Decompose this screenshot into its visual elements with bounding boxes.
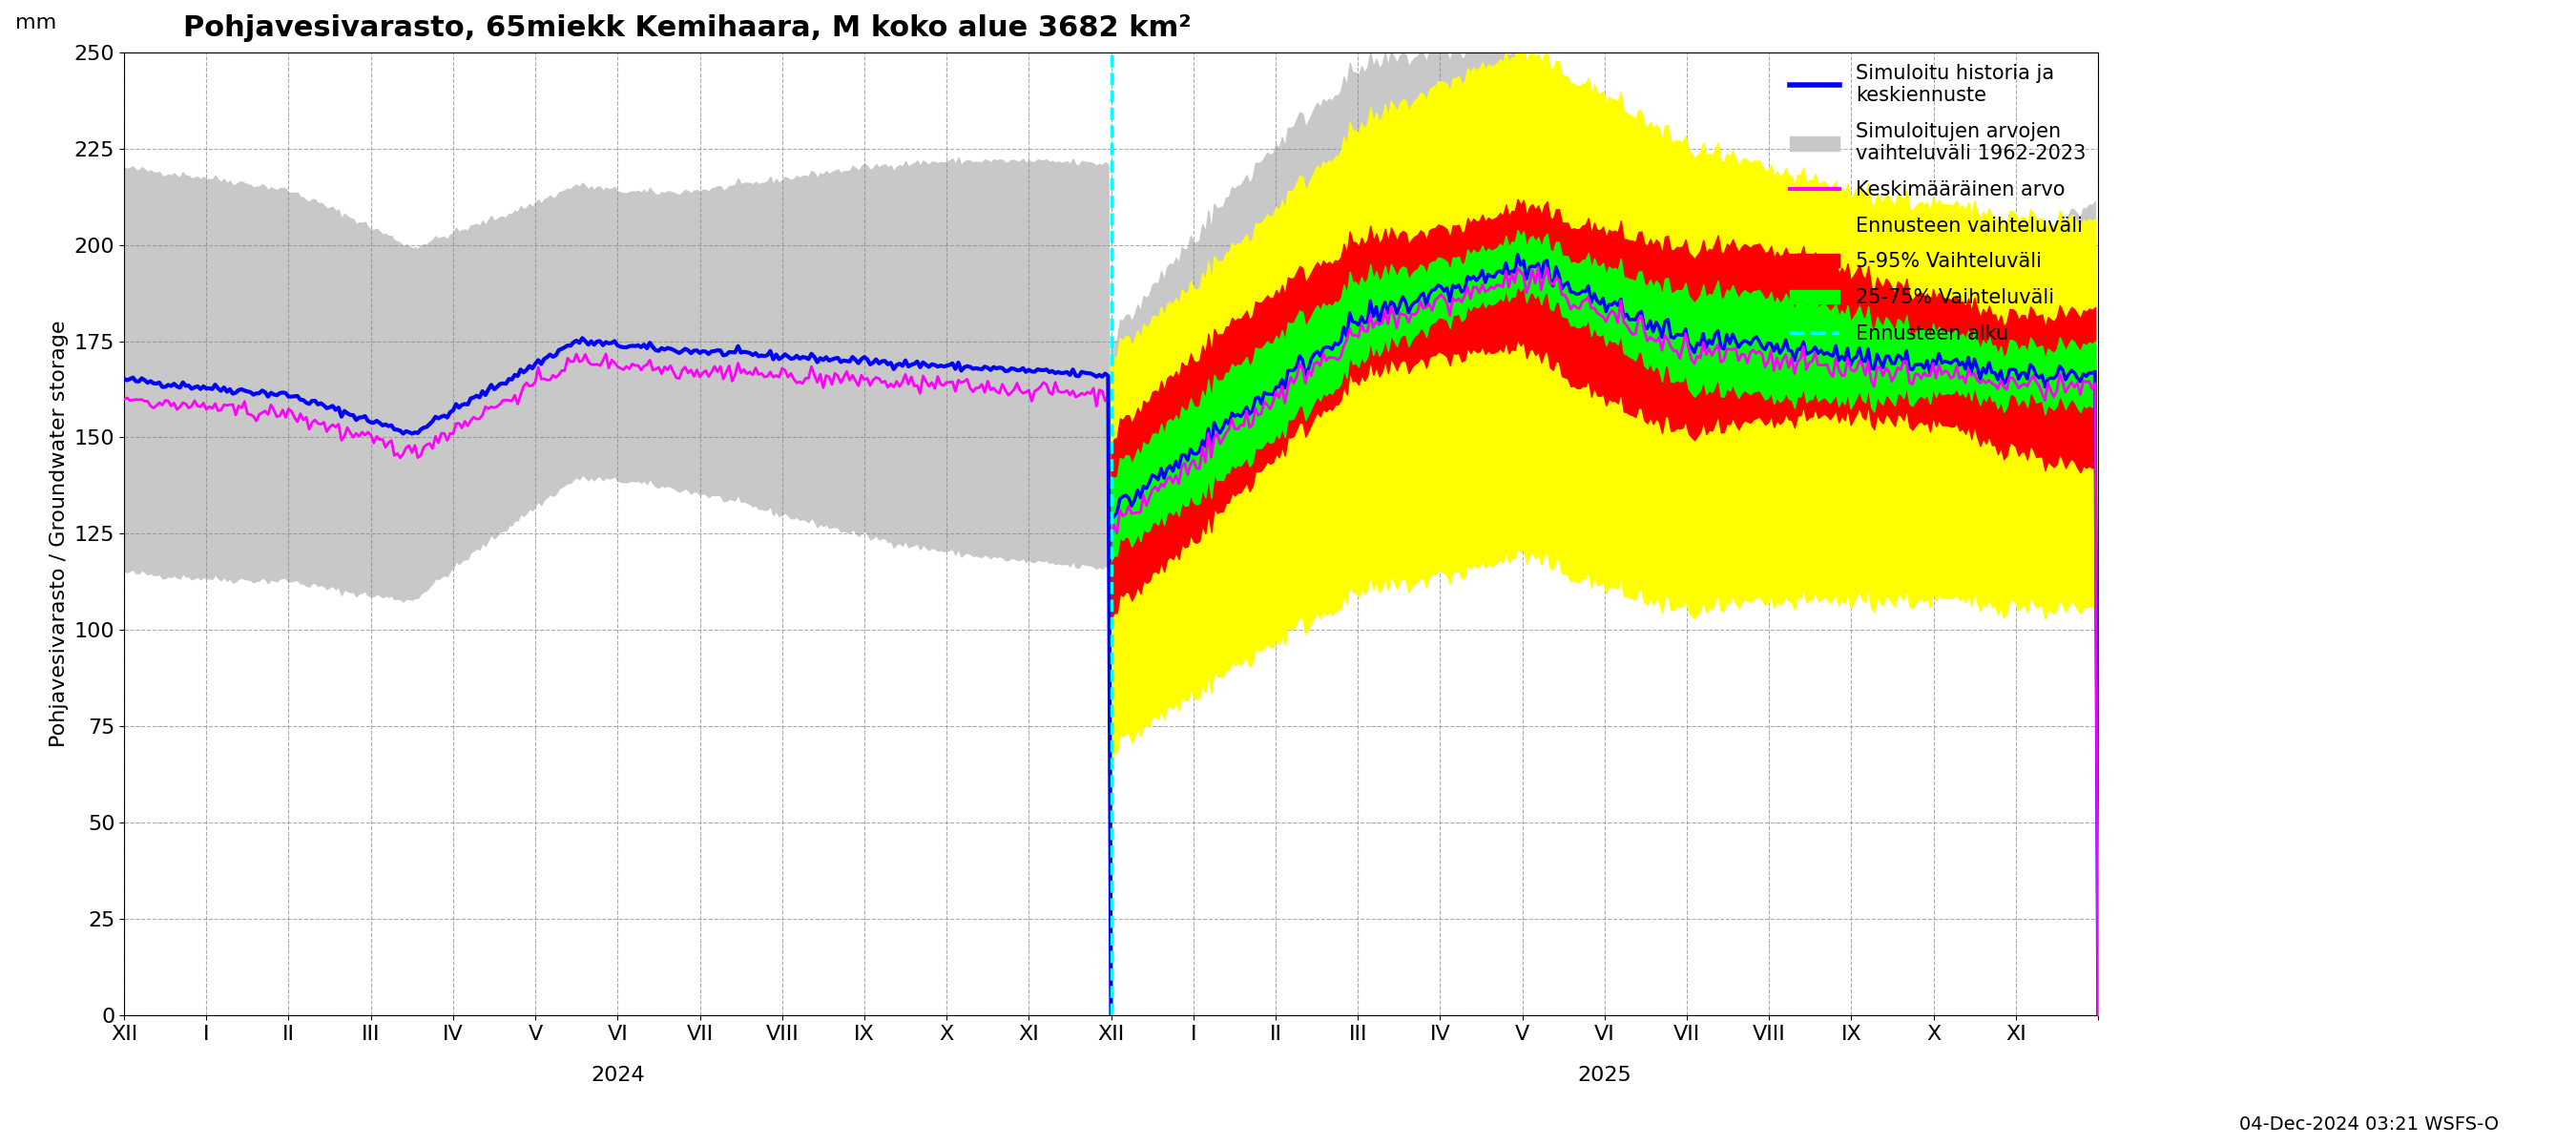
Text: 04-Dec-2024 03:21 WSFS-O: 04-Dec-2024 03:21 WSFS-O: [2239, 1115, 2499, 1134]
Text: mm: mm: [15, 14, 57, 33]
Text: Pohjavesivarasto, 65miekk Kemihaara, M koko alue 3682 km²: Pohjavesivarasto, 65miekk Kemihaara, M k…: [183, 14, 1193, 42]
Legend: Simuloitu historia ja
keskiennuste, Simuloitujen arvojen
vaihteluväli 1962-2023,: Simuloitu historia ja keskiennuste, Simu…: [1783, 56, 2094, 352]
Text: 2025: 2025: [1577, 1066, 1631, 1085]
Y-axis label: Pohjavesivarasto / Groundwater storage: Pohjavesivarasto / Groundwater storage: [49, 321, 70, 748]
Text: 2024: 2024: [590, 1066, 644, 1085]
